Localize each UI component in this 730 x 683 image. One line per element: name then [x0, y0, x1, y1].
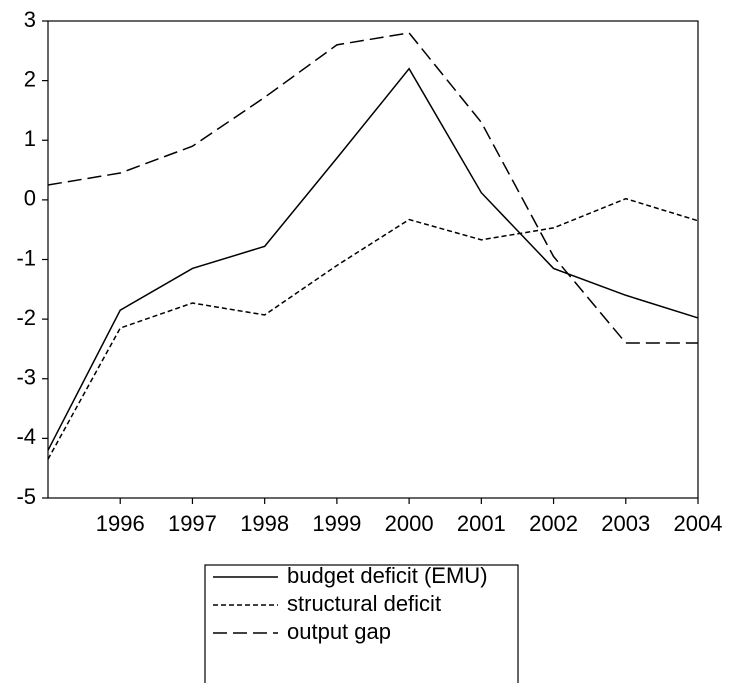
series-line [47, 197, 699, 460]
y-tick-label: -5 [16, 484, 36, 509]
legend-box [204, 564, 519, 683]
y-tick-label: -2 [16, 305, 36, 330]
y-tick-label: 3 [24, 7, 36, 32]
x-tick-label: 1998 [240, 511, 289, 536]
y-tick-label: -1 [16, 245, 36, 270]
y-tick-label: 2 [24, 66, 36, 91]
x-tick-label: 2002 [529, 511, 578, 536]
x-tick-label: 2000 [385, 511, 434, 536]
plot-frame [47, 20, 699, 499]
y-tick-label: -3 [16, 365, 36, 390]
x-tick-label: 2003 [601, 511, 650, 536]
x-tick-label: 1997 [168, 511, 217, 536]
x-tick-label: 2004 [674, 511, 723, 536]
y-tick-label: -4 [16, 424, 36, 449]
legend-label: structural deficit [287, 591, 441, 616]
legend-label: output gap [287, 619, 391, 644]
y-tick-label: 1 [24, 126, 36, 151]
series-line [47, 67, 699, 451]
x-tick-label: 1996 [96, 511, 145, 536]
x-tick-label: 2001 [457, 511, 506, 536]
x-tick-label: 1999 [312, 511, 361, 536]
series-line [47, 32, 698, 344]
legend-label: budget deficit (EMU) [287, 563, 488, 588]
y-tick-label: 0 [24, 186, 36, 211]
